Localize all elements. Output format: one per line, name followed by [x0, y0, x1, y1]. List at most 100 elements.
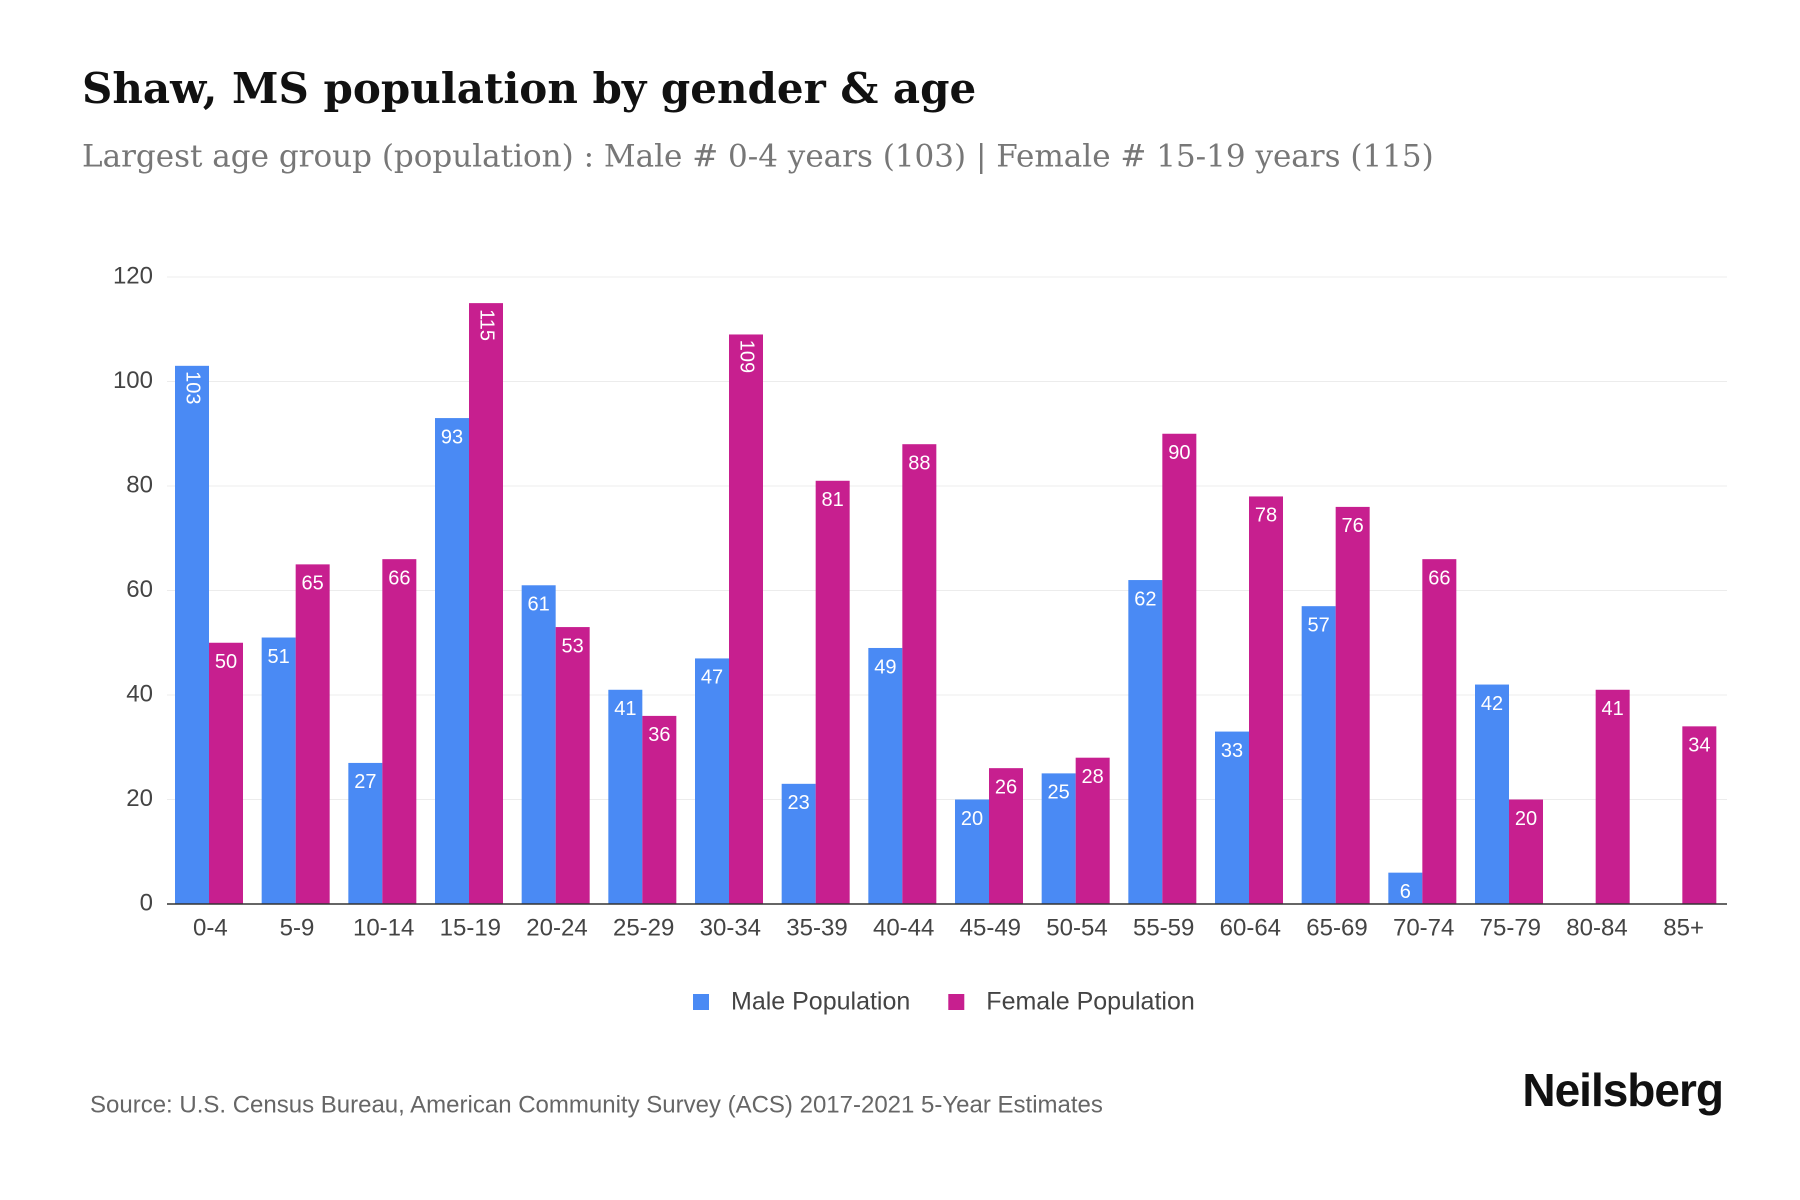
legend-swatch: [948, 994, 965, 1010]
bar: [1162, 433, 1197, 904]
bar: [175, 365, 209, 904]
y-tick-label: 120: [113, 262, 153, 289]
data-label: 61: [528, 594, 550, 616]
bar: [1475, 684, 1509, 904]
data-label: 6: [1400, 881, 1411, 903]
data-label: 57: [1308, 614, 1330, 636]
x-tick-label: 40-44: [873, 914, 934, 941]
bar: [1249, 496, 1283, 904]
data-label: 20: [1515, 808, 1537, 830]
data-label: 76: [1342, 515, 1364, 537]
data-label: 23: [788, 792, 810, 814]
x-tick-label: 10-14: [353, 914, 414, 941]
legend-swatch: [693, 994, 709, 1010]
bar: [1422, 559, 1457, 904]
chart-subtitle: Largest age group (population) : Male # …: [82, 139, 1434, 175]
bar: [989, 768, 1023, 904]
x-tick-label: 5-9: [280, 914, 315, 941]
x-tick-label: 50-54: [1046, 914, 1107, 941]
data-label: 34: [1688, 735, 1710, 757]
data-label: 53: [562, 635, 584, 657]
bar: [261, 637, 296, 904]
y-tick-label: 40: [126, 680, 153, 707]
data-label: 93: [441, 426, 463, 448]
data-label: 25: [1048, 782, 1070, 804]
x-tick-label: 85+: [1663, 914, 1704, 941]
x-tick-label: 0-4: [193, 914, 228, 941]
data-label: 62: [1134, 588, 1156, 610]
data-label: 51: [268, 646, 290, 668]
bar: [608, 689, 643, 904]
data-label: 88: [908, 452, 930, 474]
data-label: 81: [822, 489, 844, 511]
bar: [781, 783, 816, 904]
x-tick-label: 45-49: [960, 914, 1021, 941]
data-label: 90: [1168, 442, 1190, 464]
x-tick-label: 80-84: [1566, 914, 1627, 941]
bar: [902, 444, 937, 904]
bar: [435, 418, 469, 904]
bar: [1128, 580, 1163, 904]
chart-title: Shaw, MS population by gender & age: [82, 64, 976, 113]
data-label: 47: [701, 667, 723, 689]
bar: [1682, 726, 1717, 904]
data-label: 103: [182, 371, 204, 404]
bar: [815, 480, 850, 904]
x-tick-label: 75-79: [1480, 914, 1541, 941]
x-tick-label: 65-69: [1306, 914, 1367, 941]
x-tick-label: 20-24: [526, 914, 587, 941]
brand-logo: Neilsberg: [1522, 1064, 1723, 1116]
data-label: 28: [1082, 766, 1104, 788]
bar: [1301, 606, 1336, 904]
data-label: 20: [961, 808, 983, 830]
bar: [348, 762, 383, 904]
x-tick-label: 25-29: [613, 914, 674, 941]
legend-label: Male Population: [731, 988, 910, 1016]
bar: [1595, 689, 1630, 904]
y-tick-label: 20: [126, 785, 153, 812]
y-tick-label: 80: [126, 471, 153, 498]
data-label: 41: [1602, 698, 1624, 720]
data-label: 66: [388, 567, 410, 589]
x-tick-label: 30-34: [700, 914, 761, 941]
source: Source: U.S. Census Bureau, American Com…: [90, 1091, 1103, 1118]
data-label: 49: [874, 656, 896, 678]
x-tick-label: 55-59: [1133, 914, 1194, 941]
bar: [469, 303, 503, 904]
data-label: 65: [302, 573, 324, 595]
bar: [295, 564, 330, 904]
data-label: 27: [354, 771, 376, 793]
x-tick-label: 60-64: [1220, 914, 1281, 941]
data-label: 26: [995, 776, 1017, 798]
data-label: 33: [1221, 740, 1243, 762]
bar: [1215, 731, 1249, 904]
bar: [555, 627, 590, 904]
bar: [955, 799, 989, 904]
bar: [382, 559, 417, 904]
bar: [209, 642, 243, 904]
x-tick-label: 15-19: [440, 914, 501, 941]
data-label: 36: [648, 724, 670, 746]
bar: [695, 658, 729, 904]
y-tick-label: 100: [113, 367, 153, 394]
data-label: 42: [1481, 693, 1503, 715]
x-tick-label: 35-39: [786, 914, 847, 941]
data-label: 50: [215, 651, 237, 673]
bar: [642, 715, 677, 904]
y-tick-label: 0: [140, 889, 153, 916]
data-label: 115: [476, 309, 498, 341]
bar: [521, 585, 556, 904]
data-label: 66: [1428, 567, 1450, 589]
x-tick-label: 70-74: [1393, 914, 1454, 941]
data-label: 78: [1255, 505, 1277, 527]
y-tick-label: 60: [126, 576, 153, 603]
bar: [868, 647, 903, 904]
bar: [1388, 872, 1423, 904]
bar: [1041, 773, 1076, 904]
data-label: 41: [614, 698, 636, 720]
bar: [729, 334, 763, 905]
bar: [1509, 799, 1543, 904]
data-label: 109: [736, 340, 758, 373]
legend-label: Female Population: [986, 988, 1194, 1016]
